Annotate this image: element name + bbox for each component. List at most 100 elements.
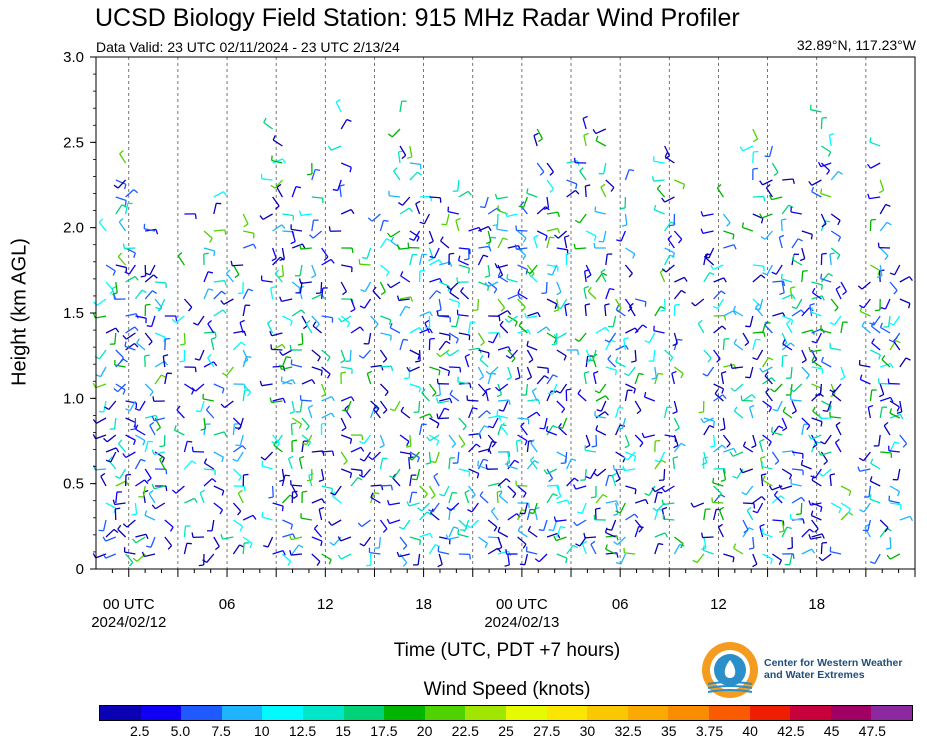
wind-barb-feather [625, 345, 629, 350]
wind-barb [713, 264, 724, 271]
wind-barb [579, 170, 587, 181]
wind-barb [419, 195, 431, 198]
wind-barb-feather [193, 497, 198, 503]
wind-barb-feather [821, 295, 825, 301]
wind-barb [203, 247, 215, 252]
wind-barb [281, 553, 292, 562]
wind-barb-feather [504, 211, 508, 217]
wind-barb [398, 247, 410, 250]
wind-barb-feather [243, 359, 249, 364]
wind-barb-feather [488, 340, 494, 344]
wind-barb [559, 383, 568, 394]
wind-barb-feather [159, 445, 165, 448]
wind-barb-feather [760, 274, 766, 279]
wind-barb-feather [497, 546, 503, 551]
wind-barb [758, 441, 764, 453]
wind-barb [577, 393, 587, 402]
wind-barb-feather [349, 167, 352, 173]
wind-barb-feather [614, 370, 617, 376]
wind-barb-feather [790, 342, 795, 347]
wind-barb [100, 475, 107, 487]
wind-barb-feather [870, 458, 874, 464]
wind-barb [448, 457, 451, 470]
wind-barb [155, 502, 166, 510]
wind-barb [752, 274, 762, 283]
wind-barb-feather [573, 477, 579, 482]
wind-barb [117, 256, 127, 266]
wind-barb-feather [424, 326, 430, 329]
wind-barb-feather [812, 406, 816, 412]
wind-barb-feather [464, 489, 470, 494]
wind-barb [536, 230, 548, 237]
wind-barb [526, 550, 538, 555]
colorbar-swatch [749, 706, 791, 720]
wind-barb [409, 349, 420, 356]
wind-barb [291, 544, 300, 555]
wind-barb [759, 526, 764, 538]
wind-barb-feather [419, 539, 422, 546]
wind-barb-feather [149, 391, 154, 397]
wind-barb [242, 390, 246, 402]
wind-barb [793, 383, 803, 393]
wind-barb-feather [726, 443, 731, 448]
wind-barb-feather [716, 184, 722, 189]
wind-barb [585, 434, 591, 446]
wind-barb-feather [556, 291, 562, 296]
wind-barb [517, 536, 527, 545]
wind-barb-feather [382, 409, 388, 414]
wind-barb-feather [306, 479, 312, 482]
wind-barb [301, 332, 304, 345]
wind-barb-feather [548, 529, 554, 532]
wind-barb [801, 528, 810, 538]
wind-barb [771, 495, 782, 504]
wind-barb-feather [837, 236, 842, 242]
wind-barb [859, 468, 871, 472]
wind-barb [879, 204, 887, 215]
wind-barb [372, 290, 381, 300]
wind-barb-feather [791, 294, 796, 300]
wind-barb-feather [593, 514, 596, 520]
wind-barb-feather [102, 553, 107, 559]
wind-barb [781, 468, 792, 476]
wind-barb [809, 305, 813, 317]
wind-barb [125, 332, 136, 340]
wind-barb [811, 502, 823, 508]
wind-barb-feather [311, 274, 317, 279]
wind-barb [437, 417, 450, 420]
wind-barb-feather [732, 557, 735, 563]
wind-barb [634, 526, 640, 538]
wind-barb [154, 332, 166, 338]
wind-barb-feather [805, 374, 810, 380]
wind-barb-feather [536, 411, 541, 417]
wind-barb [350, 468, 362, 472]
wind-barb-feather [194, 367, 197, 373]
wind-barb [492, 332, 499, 344]
wind-barb [820, 329, 832, 334]
wind-barb [624, 264, 633, 274]
wind-barb-feather [516, 439, 522, 442]
wind-barb-feather [117, 524, 122, 530]
wind-barb-feather [132, 557, 138, 562]
wind-barb [579, 213, 587, 224]
wind-barb [526, 315, 538, 319]
wind-barb-feather [484, 275, 490, 278]
wind-barb-feather [517, 288, 521, 294]
wind-barb-feather [455, 338, 459, 344]
wind-barb [776, 400, 783, 412]
wind-barb-feather [821, 533, 825, 539]
wind-barb [232, 544, 241, 555]
wind-barb [604, 304, 607, 317]
wind-barb-feather [497, 271, 501, 277]
wind-barb [859, 364, 871, 368]
wind-barb-feather [835, 438, 840, 444]
wind-barb-feather [741, 222, 745, 228]
wind-barb-feather [271, 441, 277, 445]
wind-barb [517, 434, 528, 442]
wind-barb [350, 446, 362, 453]
wind-barb-feather [677, 338, 683, 341]
wind-barb [340, 208, 352, 215]
wind-barb [742, 145, 754, 152]
wind-barb [468, 468, 479, 475]
wind-barb [529, 264, 538, 275]
wind-barb-feather [809, 528, 814, 533]
